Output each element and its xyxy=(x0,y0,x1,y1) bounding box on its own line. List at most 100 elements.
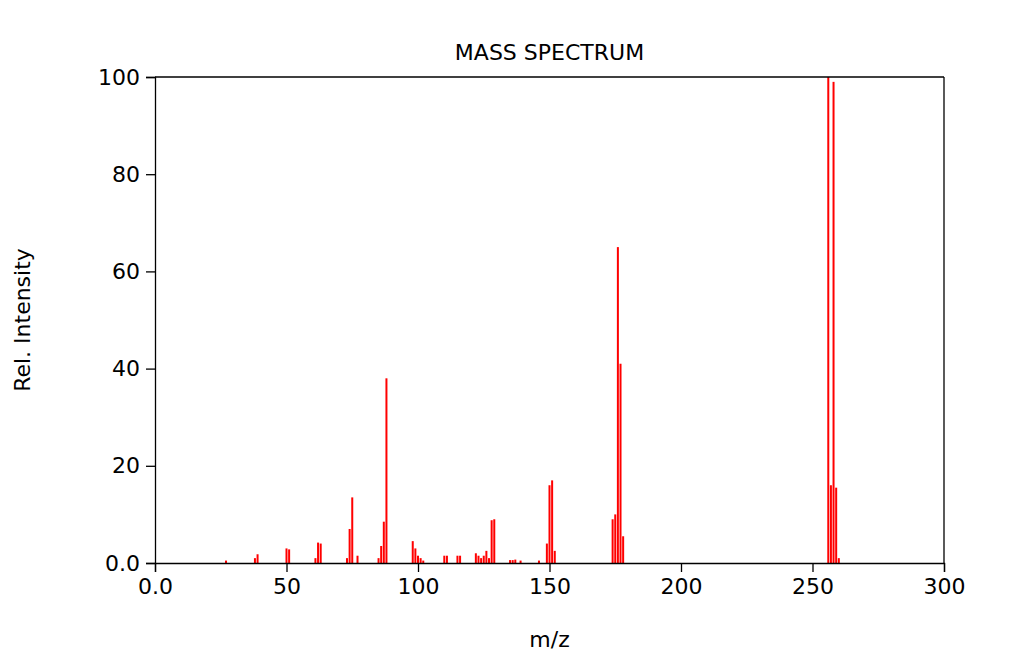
bar xyxy=(514,560,516,563)
bar xyxy=(257,554,259,563)
bar xyxy=(480,558,482,563)
bar xyxy=(827,77,829,563)
bar xyxy=(254,558,256,563)
bar xyxy=(422,561,424,563)
bar xyxy=(380,546,382,563)
tick-label: 20 xyxy=(112,453,140,478)
tick-label: 50 xyxy=(273,574,301,599)
bar xyxy=(459,556,461,563)
tick-label: 100 xyxy=(98,65,140,90)
tick-label: 60 xyxy=(112,259,140,284)
bar xyxy=(485,551,487,563)
bar xyxy=(520,561,522,563)
bar xyxy=(446,556,448,563)
bar xyxy=(838,558,840,563)
bar xyxy=(509,560,511,563)
axis-line xyxy=(146,78,156,564)
tick-label: 80 xyxy=(112,162,140,187)
bar xyxy=(549,485,551,563)
tick: 20 xyxy=(112,453,155,478)
bar xyxy=(551,480,553,563)
bar xyxy=(491,520,493,563)
tick-mark xyxy=(146,77,155,78)
bar xyxy=(477,556,479,563)
bar xyxy=(835,488,837,563)
bar xyxy=(538,561,540,563)
bar xyxy=(614,514,616,563)
bar xyxy=(225,561,227,563)
bar xyxy=(314,558,316,563)
tick-label: 100 xyxy=(398,574,440,599)
frame xyxy=(943,77,944,563)
bar xyxy=(357,556,359,563)
bar xyxy=(420,558,422,563)
tick-mark xyxy=(146,271,155,272)
tick-mark xyxy=(418,563,419,572)
bar xyxy=(317,543,319,563)
y-axis: 0.0 20 40 60 80 100 xyxy=(98,65,156,576)
tick: 150 xyxy=(529,563,571,599)
tick-mark xyxy=(286,563,287,572)
bar xyxy=(488,558,490,563)
bar xyxy=(830,485,832,563)
tick-mark xyxy=(146,563,155,564)
tick: 60 xyxy=(112,259,155,284)
bar xyxy=(412,541,414,563)
bar xyxy=(546,544,548,563)
bar xyxy=(383,522,385,563)
x-axis-label: m/z xyxy=(529,627,569,652)
tick-mark xyxy=(155,563,156,572)
tick-label: 40 xyxy=(112,356,140,381)
tick-mark xyxy=(681,563,682,572)
tick-label: 250 xyxy=(792,574,834,599)
tick: 40 xyxy=(112,356,155,381)
tick-mark xyxy=(146,368,155,369)
tick-mark xyxy=(944,563,945,572)
bar xyxy=(349,529,351,563)
x-axis: 0.0 50 100 150 200 250 300 xyxy=(138,563,966,599)
tick-mark xyxy=(146,174,155,175)
bar xyxy=(483,556,485,563)
y-axis-label: Rel. Intensity xyxy=(10,248,35,392)
bar xyxy=(612,519,614,563)
tick: 300 xyxy=(924,563,966,599)
tick: 50 xyxy=(273,563,301,599)
plot: 0.0 50 100 150 200 250 300 0.0 20 40 60 80 100 xyxy=(98,65,966,599)
title: MASS SPECTRUM xyxy=(455,40,644,65)
bar xyxy=(346,558,348,563)
bar xyxy=(620,364,622,563)
tick: 0.0 xyxy=(105,551,155,576)
tick-label: 200 xyxy=(661,574,703,599)
tick: 100 xyxy=(98,65,155,90)
frame xyxy=(155,76,944,77)
bar xyxy=(417,556,419,563)
bar xyxy=(286,548,288,563)
bars xyxy=(225,77,840,563)
tick-label: 300 xyxy=(924,574,966,599)
bar xyxy=(622,536,624,563)
tick: 200 xyxy=(661,563,703,599)
bar xyxy=(320,544,322,563)
bar xyxy=(833,82,835,563)
tick-mark xyxy=(812,563,813,572)
tick: 100 xyxy=(398,563,440,599)
bar xyxy=(414,548,416,563)
tick: 80 xyxy=(112,162,155,187)
bar xyxy=(288,549,290,563)
bar xyxy=(443,556,445,563)
bar xyxy=(456,556,458,563)
tick: 0.0 xyxy=(138,563,173,599)
bar xyxy=(493,519,495,563)
tick-label: 0.0 xyxy=(138,574,173,599)
bar xyxy=(475,553,477,563)
tick-label: 150 xyxy=(529,574,571,599)
tick-label: 0.0 xyxy=(105,551,140,576)
tick-mark xyxy=(549,563,550,572)
axis-line xyxy=(156,564,945,573)
bar xyxy=(617,247,619,563)
tick: 250 xyxy=(792,563,834,599)
bar xyxy=(512,560,514,563)
chart: 0.0 50 100 150 200 250 300 0.0 20 40 60 80 100 MASS S… xyxy=(0,0,1024,658)
bar xyxy=(385,378,387,563)
tick-mark xyxy=(146,466,155,467)
